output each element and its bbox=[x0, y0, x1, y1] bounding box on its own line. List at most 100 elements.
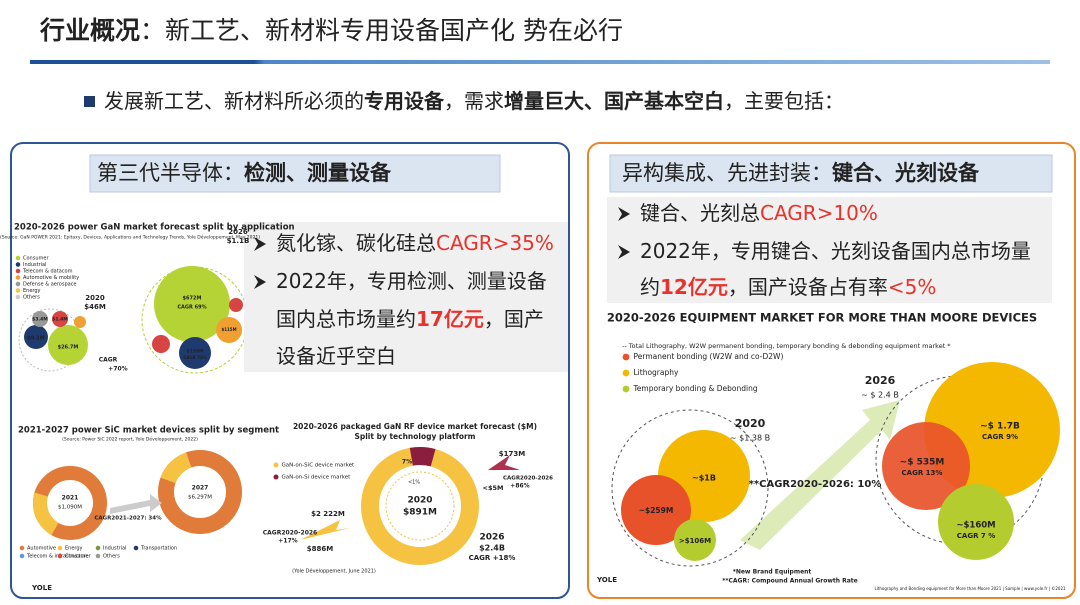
right-bullet-line-run: 2022年，专用键合、光刻设备国内总市场量 bbox=[640, 239, 1031, 263]
legend-swatch bbox=[15, 275, 21, 280]
legend-label: GaN-on-Si device market bbox=[282, 475, 352, 481]
figure-label: YOLE bbox=[31, 584, 52, 592]
figure-label: CAGR +18% bbox=[469, 554, 516, 562]
figure-label: CAGR2020-2026 bbox=[503, 476, 553, 482]
figure-label: $1.4M bbox=[52, 317, 68, 323]
figure-label: <1% bbox=[408, 480, 420, 486]
figure-label: $2.4B bbox=[479, 544, 505, 553]
legend-swatch bbox=[273, 474, 279, 480]
right-bullet-line-run: 12亿元 bbox=[660, 275, 728, 299]
legend-swatch bbox=[622, 353, 630, 361]
figure-label: (Source: GaN POWER 2021: Epitaxy, Device… bbox=[0, 234, 260, 241]
figure-label: 2021-2027 power SiC market devices split… bbox=[18, 426, 279, 436]
legend-swatch bbox=[19, 545, 25, 551]
bullet-arrow bbox=[618, 207, 630, 221]
legend-swatch bbox=[95, 553, 101, 559]
page-title-run: ：新工艺、新材料专用设备国产化 势在必行 bbox=[140, 16, 623, 45]
figure-label: $26.7M bbox=[58, 345, 79, 351]
legend-label: Telecom & datacom bbox=[22, 269, 73, 275]
intro-text-run: 巨大、 bbox=[544, 89, 604, 113]
figure-label: $1,090M bbox=[58, 505, 82, 511]
right-bullet-line-run: 键合、光刻总 bbox=[640, 201, 760, 225]
legend-label: Automotive bbox=[27, 546, 56, 552]
figure-label: ~ $ 2.4 B bbox=[861, 391, 899, 400]
right-heading-run: 异构集成、先进封装： bbox=[622, 161, 832, 185]
figure-label: $2 222M bbox=[311, 510, 345, 518]
left-bullet-line-run: 国内总市场量约 bbox=[276, 307, 416, 331]
page-title: 行业概况：新工艺、新材料专用设备国产化 势在必行 bbox=[39, 16, 623, 45]
figure-label: 2020 bbox=[85, 294, 105, 302]
figure-label: >$106M bbox=[679, 537, 711, 545]
legend-swatch bbox=[19, 553, 25, 559]
figure-label: (Yole Développement, June 2021) bbox=[292, 568, 376, 575]
figure-label: **CAGR: Compound Annual Growth Rate bbox=[722, 578, 858, 585]
figure-label: 2026 bbox=[865, 374, 896, 387]
figure-label: CAGR bbox=[99, 357, 118, 364]
figure-label: CAGR 7 % bbox=[957, 532, 995, 540]
intro-text-run: 专用设备 bbox=[364, 89, 445, 113]
left-heading-box bbox=[89, 154, 501, 193]
legend-swatch bbox=[273, 462, 279, 468]
figure-label: -- Total Lithography, W2W permanent bond… bbox=[622, 342, 951, 350]
figure-label: ~ $1.38 B bbox=[730, 434, 770, 443]
right-heading: 异构集成、先进封装：键合、光刻设备 bbox=[622, 161, 980, 185]
intro-text-run: ，主要包括： bbox=[724, 89, 844, 113]
legend-label: Industrial bbox=[23, 262, 46, 268]
legend-swatch bbox=[15, 255, 21, 261]
figure-label: $672M bbox=[183, 296, 202, 302]
legend-label: Consumer bbox=[65, 554, 91, 560]
figure-label: $173M bbox=[499, 450, 525, 458]
legend-label: Energy bbox=[23, 288, 41, 294]
figure-label: 2020-2026 power GaN market forecast spli… bbox=[14, 223, 295, 233]
legend-label: Transportation bbox=[140, 546, 177, 552]
figure-label: CAGR2021-2027: 34% bbox=[94, 516, 162, 522]
legend-swatch bbox=[15, 262, 21, 267]
figure-label: +86% bbox=[510, 483, 529, 490]
figure-label: $46M bbox=[84, 303, 106, 311]
intro-text: 发展新工艺、新材料所必须的专用设备，需求增量巨大、国产基本空白，主要包括： bbox=[104, 89, 844, 113]
figure-label: $1.1B bbox=[227, 237, 250, 245]
figure-label: ~$1B bbox=[692, 474, 716, 483]
figure-label: CAGR2020-2026 bbox=[263, 530, 317, 537]
figure-label: $115M bbox=[221, 327, 236, 332]
figure-label: <$5M bbox=[483, 484, 504, 492]
figure-label: Lithography and Bonding equipment for Mo… bbox=[874, 586, 1066, 591]
figure-label: $886M bbox=[307, 545, 333, 553]
right-bullet-line-run: CAGR>10% bbox=[760, 201, 878, 225]
figure-label: YOLE bbox=[596, 576, 617, 584]
legend-label: Others bbox=[23, 295, 40, 301]
figure-label: CAGR 69% bbox=[177, 305, 206, 311]
legend-swatch bbox=[133, 545, 139, 551]
legend-label: Consumer bbox=[23, 256, 49, 262]
left-heading-run: 第三代半导体： bbox=[97, 161, 244, 185]
intro-text-run: 国产基本空白 bbox=[604, 89, 724, 113]
figure-label: 2020-2026 packaged GaN RF device market … bbox=[293, 422, 537, 431]
right-text-box bbox=[607, 197, 1052, 303]
legend-label: GaN-on-SiC device market bbox=[282, 463, 355, 469]
figure-label: **CAGR2020-2026: 10% bbox=[749, 479, 882, 490]
legend-swatch bbox=[622, 369, 630, 377]
left-bullet-line: 国内总市场量约17亿元，国产 bbox=[276, 307, 544, 331]
left-bullet-line-run: CAGR>35% bbox=[436, 231, 554, 255]
figure-label: ~$160M bbox=[956, 521, 995, 531]
intro-text-run: 发展新工艺、新材料所必须的 bbox=[104, 89, 364, 113]
figure-label: $6,297M bbox=[188, 495, 212, 501]
legend-swatch bbox=[15, 288, 21, 293]
legend-label: Defense & aerospace bbox=[23, 282, 77, 288]
figure-label: 7% bbox=[402, 459, 412, 466]
intro-text-run: 增量 bbox=[504, 89, 544, 113]
bullet-square bbox=[84, 96, 95, 107]
figure-label: 2020 bbox=[407, 496, 432, 506]
right-bullet-line: 约12亿元，国产设备占有率<5% bbox=[640, 275, 936, 299]
figure-label: 2027 bbox=[192, 485, 209, 492]
legend-label: Energy bbox=[65, 546, 83, 552]
figure-label: 2020 bbox=[735, 417, 766, 430]
right-heading-box bbox=[609, 154, 1053, 193]
legend-swatch bbox=[15, 281, 21, 287]
figure-label: Split by technology platform bbox=[354, 432, 475, 441]
legend-label: Telecom & infrastructure bbox=[26, 554, 89, 560]
bullet-arrow bbox=[254, 237, 266, 251]
left-bullet-line-run: 2022年，专用检测、测量设备 bbox=[276, 269, 547, 293]
